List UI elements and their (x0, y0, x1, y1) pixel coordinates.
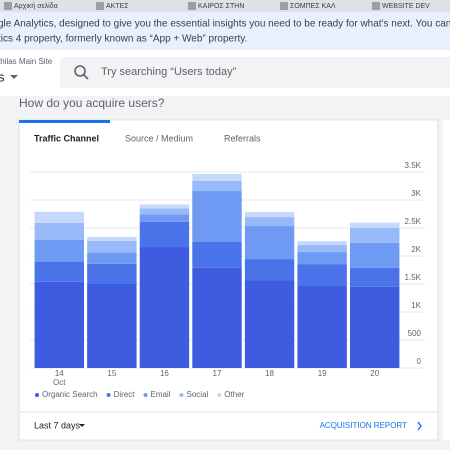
bar-segment (350, 227, 400, 243)
bar-segment (192, 191, 242, 242)
bar-segment (192, 173, 242, 181)
bar-segment (34, 222, 84, 240)
bar-segment (244, 226, 295, 260)
bookmark-icon (4, 2, 12, 10)
x-tick-label: 19 (318, 369, 327, 378)
bar-segment (192, 180, 242, 192)
bar-segment (244, 217, 295, 227)
tab[interactable]: Referrals (224, 133, 261, 143)
x-tick-label: 20 (370, 369, 379, 378)
legend-marker (106, 393, 111, 397)
legend-label: Email (150, 390, 170, 399)
bookmark: WEBSITE DEV (382, 3, 430, 10)
bookmark-icon (372, 2, 380, 10)
next-card (443, 120, 450, 440)
bar-segment (297, 264, 347, 286)
bar-segment (34, 261, 84, 282)
bar-segment (87, 284, 137, 368)
bookmark-icon (188, 2, 196, 10)
bar-segment (87, 236, 137, 241)
bookmark: Αρχική σελίδα (14, 2, 58, 10)
bar-segment (139, 247, 190, 368)
tab[interactable]: Traffic Channel (34, 133, 99, 143)
bookmark: ΚΑΙΡΟΣ ΣΤΗΝ (198, 3, 244, 10)
legend-marker (179, 393, 184, 397)
bookmark-icon (280, 2, 288, 10)
x-tick-label: 17 (213, 369, 222, 378)
x-tick-label: 15 (107, 369, 116, 378)
search-placeholder: Try searching “Users today” (101, 66, 237, 78)
x-tick-label: 14 (55, 369, 64, 378)
bar-segment (350, 222, 400, 228)
search-icon (83, 74, 89, 80)
bar-segment (87, 263, 137, 284)
y-tick-label: 1K (411, 301, 421, 310)
bookmark: ΣΟΜΠΕΣ ΚΑΛ (290, 3, 336, 10)
bar-segment (297, 241, 347, 246)
banner-text: gle Analytics, designed to give you the … (0, 19, 450, 30)
bar-segment (192, 242, 242, 268)
y-tick-label: 500 (408, 329, 422, 338)
bar-segment (34, 239, 84, 262)
bar-segment (192, 267, 242, 368)
banner (0, 12, 450, 50)
bar-segment (297, 245, 347, 253)
chevron[interactable] (417, 421, 422, 431)
bookmark-bar (0, 0, 450, 12)
bar-segment (244, 212, 295, 218)
y-tick-label: 3K (411, 189, 421, 198)
bar-segment (139, 208, 190, 215)
report-link[interactable]: ACQUISITION REPORT (320, 421, 408, 430)
y-tick-label: 2K (411, 245, 421, 254)
bar-segment (350, 286, 400, 368)
tab[interactable]: Source / Medium (125, 133, 193, 143)
banner-text: tics 4 property, formerly known as “App … (0, 34, 247, 45)
y-tick-label: 2.5K (405, 217, 422, 226)
y-tick-label: 0 (417, 357, 422, 366)
legend-marker (143, 393, 148, 397)
bar-segment (87, 240, 137, 253)
bar-segment (34, 211, 84, 223)
bookmark: ΑΚΤΕΣ (106, 3, 129, 10)
tab-indicator (19, 120, 110, 123)
bar-segment (139, 204, 190, 209)
bar-segment (297, 252, 347, 265)
bar-segment (34, 281, 84, 368)
legend-label: Direct (114, 390, 136, 399)
search-box[interactable] (60, 57, 450, 88)
x-tick-label: 18 (265, 369, 274, 378)
bookmark-icon (96, 2, 104, 10)
bar-segment (139, 221, 190, 248)
bar-segment (350, 242, 400, 268)
account-name: thilas Main Site (0, 57, 53, 66)
legend-marker (35, 393, 39, 397)
bar-segment (297, 285, 347, 368)
y-tick-label: 3.5K (405, 161, 422, 170)
bar-segment (350, 267, 400, 287)
x-tick-label: 16 (160, 369, 169, 378)
y-tick-label: 1.5K (405, 273, 422, 282)
legend-label: Organic Search (42, 390, 98, 399)
bar-segment (244, 280, 295, 368)
dropdown-arrow[interactable] (79, 424, 85, 427)
legend-marker (217, 393, 222, 397)
property-name[interactable]: s (0, 69, 5, 84)
bar-segment (139, 214, 190, 222)
legend-label: Social (187, 390, 209, 399)
search-icon (74, 65, 86, 77)
x-month-label: Oct (53, 378, 66, 387)
card-heading: How do you acquire users? (19, 96, 165, 110)
bar-segment (87, 252, 137, 264)
bar-segment (244, 259, 295, 281)
date-range[interactable]: Last 7 days (34, 420, 81, 430)
dropdown-arrow[interactable] (10, 75, 18, 79)
legend-label: Other (224, 390, 244, 399)
